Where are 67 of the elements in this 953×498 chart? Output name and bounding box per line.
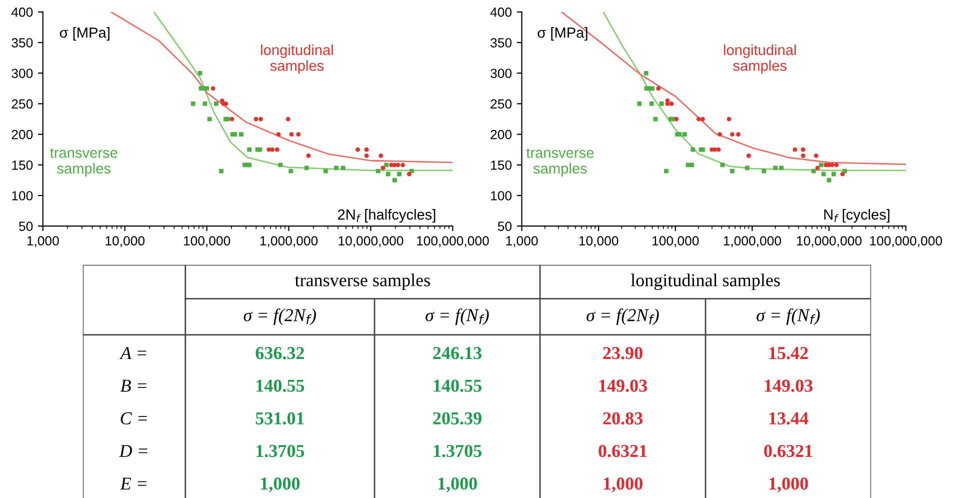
y-axis-title: σ [MPa] (538, 27, 588, 41)
text: 23.90 (603, 347, 642, 360)
y-tick-label: 300 (12, 68, 33, 78)
text: σ = f(2N$_{f}$) (244, 308, 316, 325)
y-tick-label: 200 (490, 130, 512, 140)
x-tick-label: 100,000,000 (870, 236, 942, 248)
y-tick-label: 100 (491, 191, 512, 200)
y-tick-label: 250 (490, 99, 512, 109)
text: 531.01 (256, 412, 304, 425)
text: 13.44 (769, 412, 808, 425)
text: 1,000 (769, 478, 808, 492)
text: 246.13 (433, 347, 482, 360)
x-axis-title: N$_{f}$ [cycles] (824, 209, 890, 223)
x-tick-label: 100,000 (184, 236, 230, 248)
text: longitudinal samples (630, 274, 780, 290)
text: 0.6321 (598, 444, 647, 458)
text: 140.55 (434, 380, 482, 392)
text: 1,000 (261, 478, 300, 492)
text: 205.39 (433, 412, 482, 425)
text: E = (120, 478, 146, 490)
text: transverse samples (526, 148, 594, 176)
x-tick-label: 100,000,000 (416, 236, 489, 248)
text: 140.55 (256, 380, 304, 392)
text: σ = f(N$_{f}$) (756, 308, 820, 325)
text: 0.6321 (764, 444, 812, 458)
text: 1.3705 (256, 444, 304, 458)
y-tick-label: 300 (490, 68, 512, 78)
y-tick-label: 50 (498, 222, 512, 232)
x-tick-label: 100,000 (652, 236, 699, 248)
text: longitudinal samples (261, 44, 333, 74)
y-tick-label: 200 (12, 130, 33, 140)
text: D = (119, 445, 148, 457)
x-tick-label: 1,000,000 (724, 236, 782, 248)
text: 1,000 (604, 478, 642, 492)
text: 20.83 (603, 412, 642, 425)
y-tick-label: 250 (12, 99, 33, 109)
text: B = (120, 380, 146, 392)
x-tick-label: 1,000,000 (260, 236, 318, 248)
y-axis-title: σ [MPa] (60, 27, 110, 41)
x-tick-label: 10,000 (106, 236, 145, 248)
text: 1,000 (438, 478, 477, 492)
y-tick-label: 100 (12, 191, 33, 200)
text: 149.03 (764, 380, 812, 392)
text: σ = f(N$_{f}$) (426, 308, 489, 325)
y-tick-label: 350 (12, 38, 33, 48)
text: 636.32 (256, 347, 304, 360)
x-axis-title: 2N$_{f}$ [halfcycles] (338, 209, 436, 223)
text: 149.03 (599, 380, 647, 392)
y-tick-label: 400 (490, 8, 512, 17)
text: 1.3705 (434, 444, 482, 458)
y-tick-label: 400 (11, 8, 33, 17)
text: A = (119, 347, 146, 360)
x-tick-label: 10,000,000 (797, 236, 862, 248)
text: σ = f(2N$_{f}$) (586, 308, 659, 325)
y-tick-label: 50 (19, 222, 33, 232)
text: transverse samples (50, 148, 118, 176)
x-tick-label: 1,000 (506, 236, 538, 248)
x-tick-label: 10,000 (579, 236, 618, 248)
y-tick-label: 350 (490, 38, 512, 48)
y-tick-label: 150 (491, 160, 512, 170)
text: transverse samples (294, 274, 430, 290)
x-tick-label: 10,000,000 (338, 236, 404, 248)
text: longitudinal samples (724, 44, 796, 74)
text: C = (120, 412, 147, 424)
y-tick-label: 150 (12, 160, 33, 170)
x-tick-label: 1,000 (27, 236, 59, 248)
text: 15.42 (769, 347, 808, 360)
